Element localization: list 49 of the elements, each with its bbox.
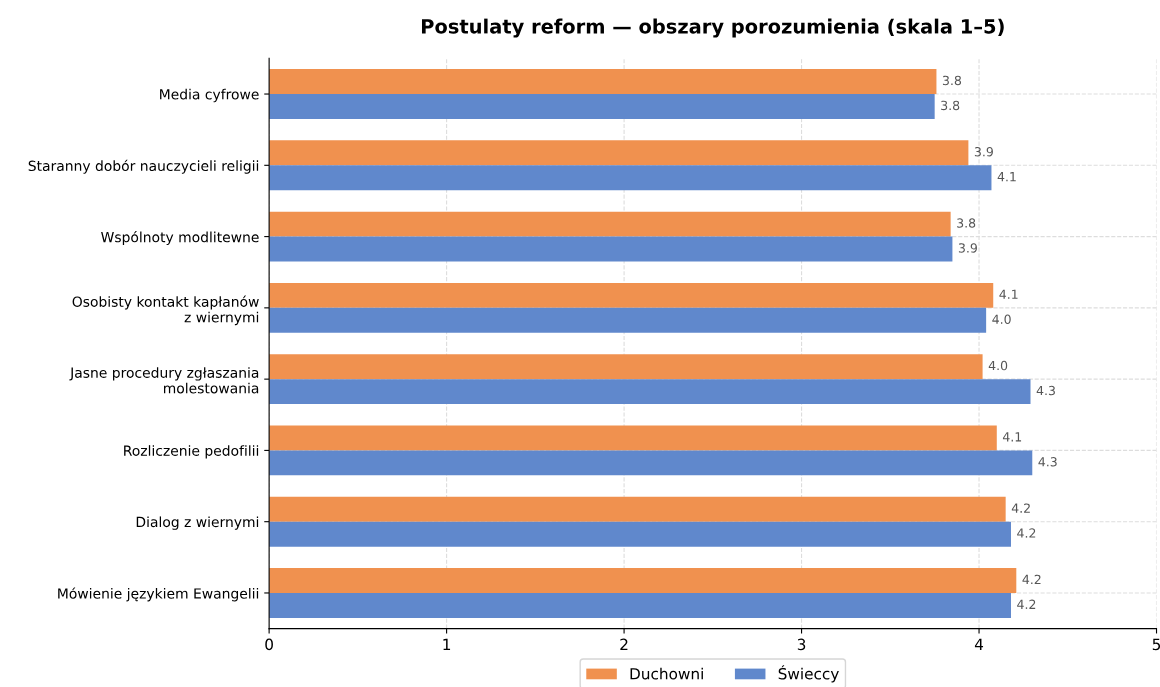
y-tick-label: Media cyfrowe bbox=[160, 88, 259, 103]
bar bbox=[269, 140, 969, 166]
data-label: 3.8 bbox=[941, 100, 960, 111]
data-label: 4.0 bbox=[992, 314, 1011, 324]
y-tick-label: Osobisty kontakt kapłanów z wiernymi bbox=[72, 295, 259, 326]
bar bbox=[269, 211, 951, 237]
bar bbox=[269, 425, 997, 451]
x-tick-label: 4 bbox=[974, 638, 984, 650]
x-tick-label: 0 bbox=[265, 638, 273, 651]
bar bbox=[269, 496, 1006, 522]
x-tick-label: 1 bbox=[443, 638, 451, 650]
data-label: 4.2 bbox=[1011, 503, 1030, 513]
data-label: 4.2 bbox=[1017, 599, 1036, 609]
bar bbox=[269, 450, 1033, 476]
legend-label: Duchowni bbox=[630, 667, 703, 680]
data-label: 4.1 bbox=[999, 289, 1018, 299]
bar bbox=[269, 568, 1017, 593]
data-label: 4.3 bbox=[1036, 385, 1055, 396]
data-label: 4.2 bbox=[1022, 574, 1041, 584]
y-tick-label: Staranny dobór nauczycieli religii bbox=[28, 159, 259, 174]
y-tick-label: Rozliczenie pedofilii bbox=[124, 445, 259, 459]
data-label: 4.1 bbox=[1002, 432, 1022, 442]
bar bbox=[269, 354, 983, 380]
data-label: 4.2 bbox=[1017, 528, 1036, 538]
bar bbox=[269, 307, 987, 333]
bar bbox=[269, 592, 1011, 618]
x-tick-label: 3 bbox=[797, 638, 806, 651]
y-tick-label: Mówienie językiem Ewangelii bbox=[58, 587, 259, 602]
bar bbox=[269, 94, 935, 119]
data-label: 3.8 bbox=[942, 75, 962, 86]
bar bbox=[269, 236, 953, 262]
y-tick-label: Jasne procedury zgłaszania molestowania bbox=[69, 367, 259, 394]
legend-label: Świeccy bbox=[778, 665, 839, 683]
data-label: 3.9 bbox=[958, 243, 977, 253]
chart-title: Postulaty reform — obszary porozumienia (skala 1–5) bbox=[421, 18, 1004, 38]
x-tick-label: 5 bbox=[1152, 638, 1160, 651]
data-label: 3.9 bbox=[974, 147, 993, 157]
bar bbox=[269, 379, 1031, 405]
data-label: 3.8 bbox=[957, 218, 976, 228]
bar bbox=[269, 521, 1011, 547]
x-tick-label: 2 bbox=[620, 638, 628, 650]
bar bbox=[269, 69, 937, 95]
y-tick-label: Wspólnoty modlitewne bbox=[101, 231, 259, 246]
data-label: 4.3 bbox=[1038, 457, 1057, 467]
bar bbox=[269, 282, 994, 308]
y-tick-label: Dialog z wiernymi bbox=[136, 516, 259, 530]
data-label: 4.1 bbox=[997, 172, 1016, 182]
data-label: 4.0 bbox=[988, 360, 1008, 371]
bar bbox=[269, 165, 992, 191]
